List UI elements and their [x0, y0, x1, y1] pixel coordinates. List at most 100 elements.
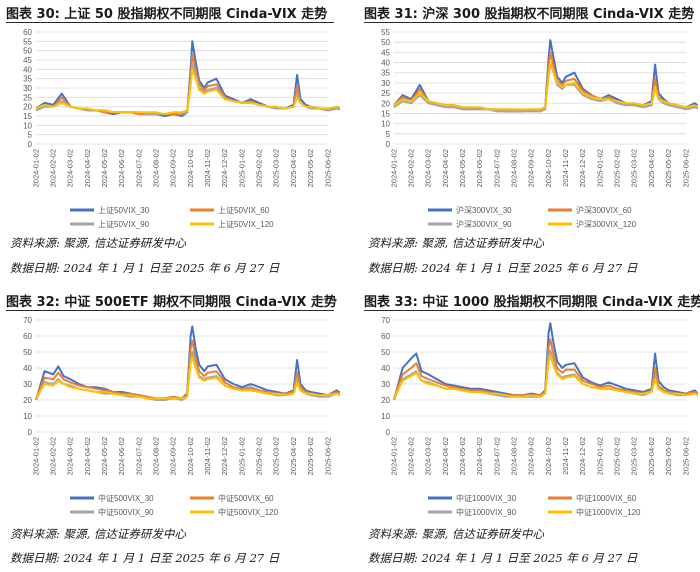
x-tick-label: 2024-04-02 [441, 149, 450, 187]
y-tick-label: 30 [381, 380, 390, 389]
series-line-1 [393, 322, 698, 401]
legend-label: 中证500VIX_60 [218, 493, 274, 503]
y-tick-label: 5 [386, 130, 391, 139]
x-tick-label: 2025-06-02 [681, 149, 690, 187]
y-tick-label: 15 [381, 109, 390, 118]
source-note: 资料来源: 聚源, 信达证券研发中心 [368, 527, 544, 541]
x-tick-label: 2025-05-02 [664, 437, 673, 475]
x-tick-label: 2025-01-02 [595, 437, 604, 475]
panel-title: 图表 32: 中证 500ETF 期权不同期限 Cinda-VIX 走势 [6, 295, 337, 310]
y-tick-label: 50 [23, 47, 32, 56]
y-tick-label: 40 [381, 59, 390, 68]
y-tick-label: 50 [381, 348, 390, 357]
x-tick-label: 2024-07-02 [492, 437, 501, 475]
x-tick-label: 2025-01-02 [237, 149, 246, 187]
x-tick-label: 2024-11-02 [561, 149, 570, 187]
y-tick-label: 10 [381, 412, 390, 421]
x-tick-label: 2024-07-02 [492, 149, 501, 187]
chart-csi500etf-vix: 0 10 20 30 40 50 60 70 2024-01-02 2024-02-02 2024-… [23, 316, 340, 517]
x-tick-label: 2024-04-02 [441, 437, 450, 475]
legend-label: 沪深300VIX_30 [456, 205, 512, 215]
x-tick-label: 2024-04-02 [83, 437, 92, 475]
x-tick-label: 2025-04-02 [289, 437, 298, 475]
date-note: 数据日期: 2024 年 1 月 1 日至 2025 年 6 月 27 日 [368, 261, 638, 275]
legend-label: 中证500VIX_30 [98, 493, 154, 503]
x-tick-label: 2024-11-02 [203, 149, 212, 187]
panel-title: 图表 30: 上证 50 股指期权不同期限 Cinda-VIX 走势 [6, 7, 328, 22]
legend-label: 中证500VIX_120 [218, 507, 279, 517]
y-tick-label: 45 [381, 48, 390, 57]
x-tick-label: 2024-07-02 [134, 437, 143, 475]
x-tick-label: 2025-05-02 [306, 149, 315, 187]
y-tick-label: 30 [23, 380, 32, 389]
title-rule [6, 310, 334, 311]
panel-32: 图表 32: 中证 500ETF 期权不同期限 Cinda-VIX 走势 0 10… [0, 288, 340, 572]
x-tick-label: 2024-01-02 [389, 149, 398, 187]
legend-label: 沪深300VIX_90 [456, 219, 512, 229]
legend-label: 中证1000VIX_30 [456, 493, 517, 503]
x-tick-label: 2024-06-02 [117, 437, 126, 475]
x-tick-label: 2024-03-02 [424, 437, 433, 475]
legend-label: 沪深300VIX_120 [576, 219, 637, 229]
x-tick-label: 2025-02-02 [613, 437, 622, 475]
x-tick-label: 2025-04-02 [289, 149, 298, 187]
source-note: 资料来源: 聚源, 信达证券研发中心 [10, 527, 186, 541]
x-tick-label: 2024-05-02 [458, 149, 467, 187]
source-note: 资料来源: 聚源, 信达证券研发中心 [368, 236, 544, 250]
x-tick-label: 2024-08-02 [151, 437, 160, 475]
legend-label: 沪深300VIX_60 [576, 205, 632, 215]
y-tick-label: 60 [23, 332, 32, 341]
y-tick-label: 0 [386, 140, 391, 149]
x-tick-label: 2024-12-02 [220, 149, 229, 187]
x-tick-label: 2025-06-02 [681, 437, 690, 475]
series-line-4 [35, 355, 340, 400]
x-tick-label: 2025-05-02 [306, 437, 315, 475]
panel-33: 图表 33: 中证 1000 股指期权不同期限 Cinda-VIX 走势 0 10… [358, 288, 700, 572]
x-tick-label: 2024-09-02 [169, 149, 178, 187]
y-tick-label: 20 [23, 103, 32, 112]
date-note: 数据日期: 2024 年 1 月 1 日至 2025 年 6 月 27 日 [10, 261, 280, 275]
x-tick-label: 2024-10-02 [186, 149, 195, 187]
x-tick-label: 2025-04-02 [647, 437, 656, 475]
y-tick-label: 0 [28, 428, 33, 437]
series-line-2 [393, 338, 698, 399]
x-tick-label: 2024-08-02 [509, 149, 518, 187]
x-tick-label: 2025-03-02 [272, 437, 281, 475]
x-tick-label: 2024-02-02 [48, 149, 57, 187]
x-tick-label: 2025-04-02 [647, 149, 656, 187]
legend-label: 上证50VIX_60 [218, 206, 270, 215]
date-note: 数据日期: 2024 年 1 月 1 日至 2025 年 6 月 27 日 [368, 551, 638, 565]
y-tick-label: 60 [381, 332, 390, 341]
x-tick-label: 2025-03-02 [630, 437, 639, 475]
x-tick-label: 2025-02-02 [613, 149, 622, 187]
x-tick-label: 2024-12-02 [578, 149, 587, 187]
legend-label: 中证1000VIX_90 [456, 507, 517, 517]
x-tick-label: 2024-12-02 [578, 437, 587, 475]
x-tick-label: 2024-06-02 [475, 149, 484, 187]
x-tick-label: 2024-02-02 [406, 437, 415, 475]
y-tick-label: 30 [23, 84, 32, 93]
x-tick-label: 2024-10-02 [186, 437, 195, 475]
x-tick-label: 2024-06-02 [117, 149, 126, 187]
x-tick-label: 2024-07-02 [134, 149, 143, 187]
panel-title: 图表 31: 沪深 300 股指期权不同期限 Cinda-VIX 走势 [364, 7, 695, 22]
y-tick-label: 5 [28, 131, 33, 140]
x-tick-label: 2024-03-02 [66, 149, 75, 187]
series-line-4 [393, 354, 698, 399]
x-tick-label: 2024-10-02 [544, 437, 553, 475]
y-tick-label: 35 [381, 69, 390, 78]
x-tick-label: 2024-04-02 [83, 149, 92, 187]
y-tick-label: 50 [23, 348, 32, 357]
x-tick-label: 2025-03-02 [630, 149, 639, 187]
series-line-2 [35, 339, 340, 400]
x-tick-label: 2025-05-02 [664, 149, 673, 187]
x-tick-label: 2024-05-02 [100, 149, 109, 187]
x-tick-label: 2024-05-02 [458, 437, 467, 475]
y-tick-label: 60 [23, 28, 32, 37]
legend-label: 中证500VIX_90 [98, 507, 154, 517]
x-tick-label: 2024-05-02 [100, 437, 109, 475]
x-tick-label: 2024-09-02 [169, 437, 178, 475]
x-tick-label: 2024-06-02 [475, 437, 484, 475]
x-tick-label: 2024-09-02 [527, 437, 536, 475]
